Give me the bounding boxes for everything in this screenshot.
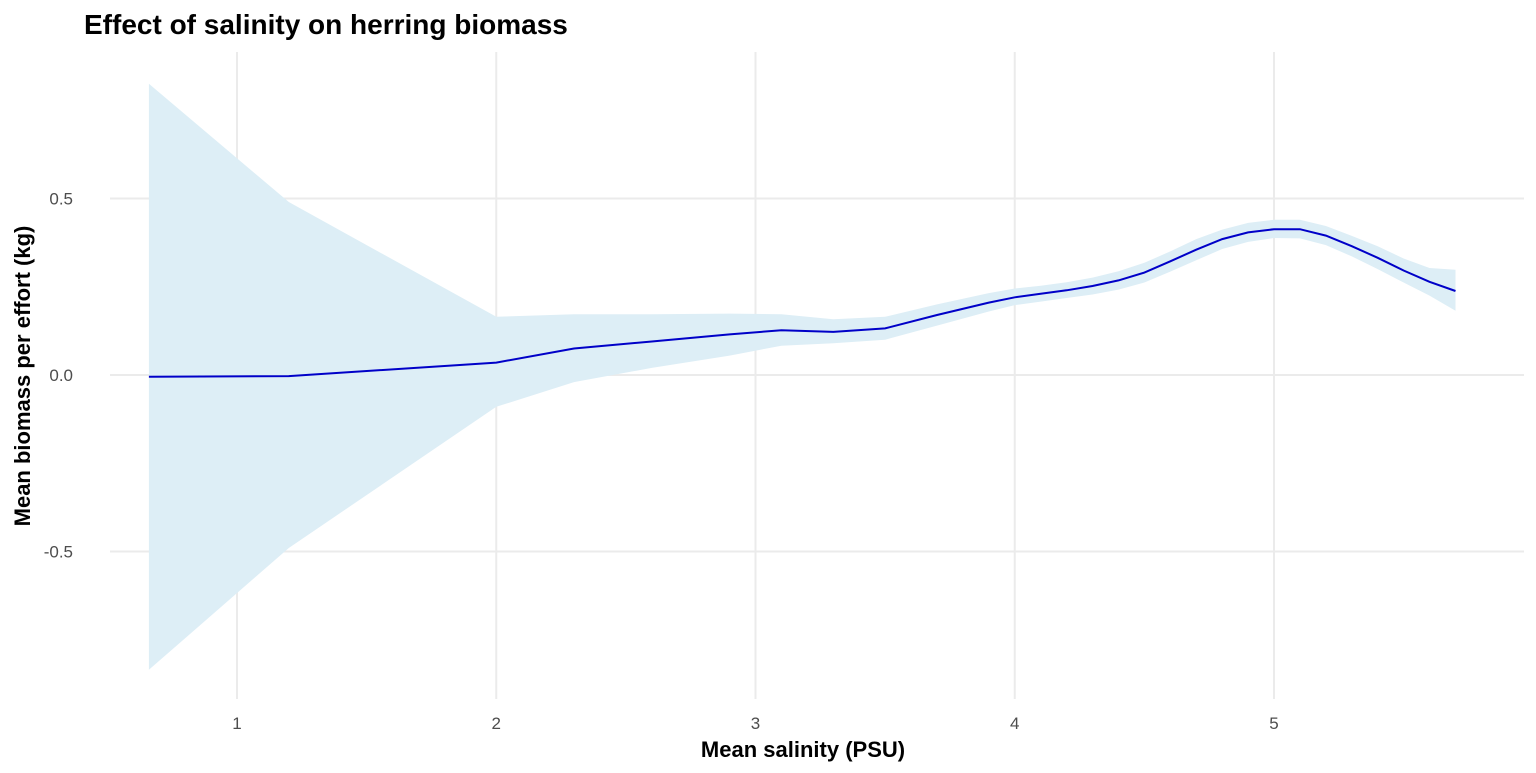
- y-axis-title: Mean biomass per effort (kg): [10, 226, 35, 527]
- x-tick-label: 3: [751, 714, 760, 733]
- y-tick-label: 0.0: [49, 366, 73, 385]
- x-tick-label: 2: [492, 714, 501, 733]
- x-tick-label: 5: [1269, 714, 1278, 733]
- x-tick-label: 1: [232, 714, 241, 733]
- y-tick-labels: -0.5 0.0 0.5: [44, 190, 73, 562]
- x-tick-label: 4: [1010, 714, 1019, 733]
- y-tick-label: -0.5: [44, 543, 73, 562]
- chart-title: Effect of salinity on herring biomass: [84, 9, 568, 40]
- y-tick-label: 0.5: [49, 190, 73, 209]
- x-axis-title: Mean salinity (PSU): [701, 737, 905, 762]
- fit-line: [148, 228, 1456, 378]
- x-tick-labels: 1 2 3 4 5: [232, 714, 1278, 733]
- confidence-ribbon: [148, 83, 1456, 670]
